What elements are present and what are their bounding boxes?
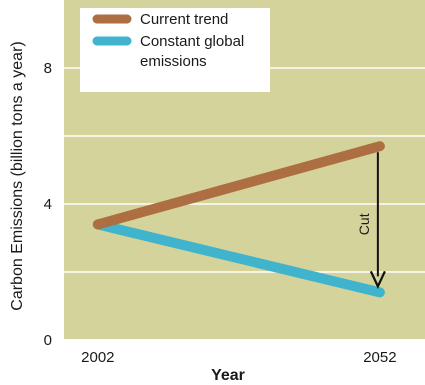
legend-entry-label: emissions: [140, 53, 207, 70]
x-tick-label: 2052: [363, 349, 396, 366]
x-tick-label: 2002: [81, 349, 114, 366]
legend-entry-label: Current trend: [140, 11, 228, 28]
legend: Current trend Constant global emissions: [80, 8, 270, 92]
cut-annotation: Cut: [356, 152, 386, 290]
series-line-1: [92, 219, 385, 298]
y-tick-label: 4: [44, 196, 52, 213]
cut-arrow-head: [369, 270, 386, 290]
tick-labels: 0 4 8 2002 2052: [44, 60, 397, 366]
cut-label: Cut: [356, 213, 372, 235]
legend-entry-label: Constant global: [140, 33, 244, 50]
y-axis-label: Carbon Emissions (billion tons a year): [9, 41, 26, 310]
y-tick-label: 8: [44, 60, 52, 77]
series-line-0: [92, 141, 385, 230]
x-axis-label: Year: [211, 367, 245, 384]
series-lines: [92, 141, 385, 298]
y-tick-label: 0: [44, 332, 52, 349]
